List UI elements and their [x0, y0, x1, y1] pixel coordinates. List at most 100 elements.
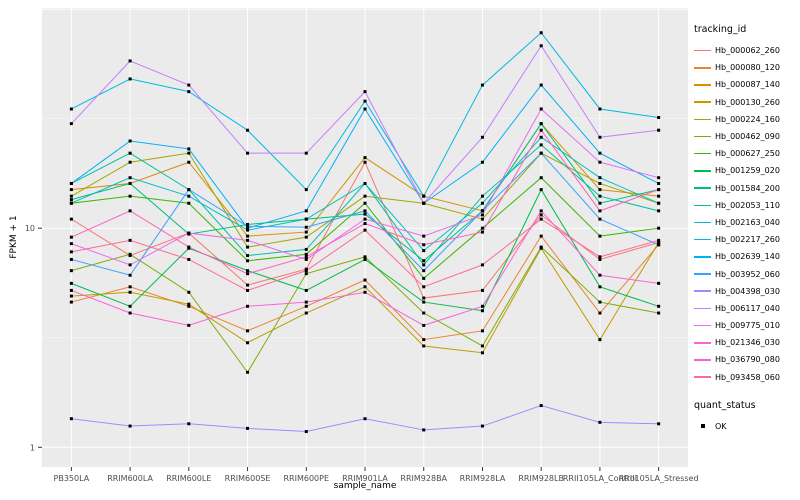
legend-item-label: Hb_004398_030 [715, 286, 780, 296]
legend-item-label: Hb_000224_160 [715, 114, 780, 124]
legend-item-Hb_093458_060: Hb_093458_060 [694, 369, 800, 386]
legend-item-Hb_004398_030: Hb_004398_030 [694, 283, 800, 300]
data-point [128, 151, 132, 155]
data-point [69, 188, 73, 192]
data-point [304, 225, 308, 229]
legend-color-line-icon [694, 101, 711, 103]
data-point [363, 255, 367, 259]
legend-key-line [694, 369, 711, 386]
x-tick-label: RRIM600LA [107, 474, 153, 483]
data-point [422, 300, 426, 304]
data-point [598, 181, 602, 185]
legend-item-Hb_000224_160: Hb_000224_160 [694, 111, 800, 128]
data-point [363, 278, 367, 282]
data-point [539, 209, 543, 213]
data-point [246, 426, 250, 430]
data-point [480, 83, 484, 87]
data-point [187, 83, 191, 87]
data-point [187, 151, 191, 155]
legend-item-quant-ok: OK [694, 418, 800, 435]
legend-item-Hb_000627_250: Hb_000627_250 [694, 145, 800, 162]
legend-key-line [694, 180, 711, 197]
data-point [539, 245, 543, 249]
data-point [304, 209, 308, 213]
legend-item-label: Hb_009775_010 [715, 321, 780, 331]
data-point [69, 281, 73, 285]
data-point [69, 194, 73, 198]
x-tick-label: PB350LA [54, 474, 90, 483]
legend-item-Hb_009775_010: Hb_009775_010 [694, 317, 800, 334]
legend-key-line [694, 59, 711, 76]
x-tick-label: RRIM600PE [284, 474, 330, 483]
data-point [363, 217, 367, 221]
x-tick-label: RRII105LA_Control [563, 474, 637, 483]
data-point [480, 230, 484, 234]
data-point [363, 90, 367, 94]
legend-item-Hb_002217_260: Hb_002217_260 [694, 231, 800, 248]
data-point [598, 201, 602, 205]
x-tick-label: RRIM600SE [225, 474, 271, 483]
data-point [187, 147, 191, 151]
legend-color-line-icon [694, 376, 711, 378]
data-point [657, 304, 661, 308]
data-point [246, 269, 250, 273]
data-point [69, 288, 73, 292]
data-point [128, 273, 132, 277]
data-point [246, 224, 250, 228]
data-point [363, 228, 367, 232]
data-point [69, 269, 73, 273]
data-point [69, 107, 73, 111]
data-point [363, 209, 367, 213]
legend-color-line-icon [694, 204, 711, 207]
data-point [128, 238, 132, 242]
data-point [363, 285, 367, 289]
data-point [246, 254, 250, 258]
legend-item-label: Hb_000130_260 [715, 97, 780, 107]
data-point [480, 160, 484, 164]
data-point [304, 304, 308, 308]
data-point [128, 290, 132, 294]
data-point [69, 217, 73, 221]
data-point [246, 288, 250, 292]
data-point [363, 222, 367, 226]
legend-item-Hb_002639_140: Hb_002639_140 [694, 248, 800, 265]
legend-title-tracking-id: tracking_id [694, 24, 747, 35]
data-point [657, 226, 661, 230]
data-point [539, 151, 543, 155]
data-point [304, 272, 308, 276]
legend-color-line-icon [694, 221, 711, 224]
legend-key-line [694, 94, 711, 111]
data-point [304, 430, 308, 434]
data-point [598, 107, 602, 111]
data-point [422, 285, 426, 289]
data-point [246, 259, 250, 263]
data-point [187, 304, 191, 308]
data-point [187, 422, 191, 426]
data-point [657, 128, 661, 132]
x-tick-label: RRIM928LA [460, 474, 506, 483]
data-point [363, 194, 367, 198]
data-point [480, 288, 484, 292]
data-point [598, 135, 602, 139]
legend-key-line [694, 231, 711, 248]
data-point [598, 176, 602, 180]
legend-color-line-icon [694, 238, 711, 241]
data-point [128, 424, 132, 428]
legend-item-Hb_003952_060: Hb_003952_060 [694, 265, 800, 282]
data-point [539, 143, 543, 147]
legend-color-line-icon [694, 187, 711, 189]
legend-color-line-icon [694, 152, 711, 155]
legend-item-label: Hb_093458_060 [715, 372, 780, 382]
data-point [69, 417, 73, 421]
data-point [657, 243, 661, 247]
data-point [422, 194, 426, 198]
legend-title-quant-status: quant_status [694, 399, 756, 411]
data-point [598, 255, 602, 259]
black-point-icon [700, 424, 705, 429]
data-point [480, 304, 484, 308]
data-point [598, 273, 602, 277]
legend-item-label: Hb_006117_040 [715, 303, 780, 313]
data-point [598, 160, 602, 164]
data-point [128, 285, 132, 289]
